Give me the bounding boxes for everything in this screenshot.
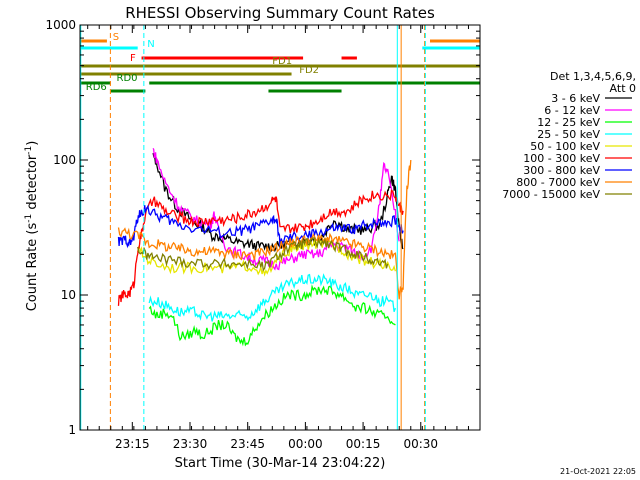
plot-frame — [79, 24, 481, 431]
x-tick-label: 00:00 — [288, 437, 323, 451]
legend-label: 100 - 300 keV — [523, 152, 600, 165]
chart-title: RHESSI Observing Summary Count Rates — [125, 4, 435, 22]
y-tick-label: 10 — [61, 288, 76, 302]
y-tick-label: 100 — [53, 153, 76, 167]
y-axis-label: Count Rate (s-1 detector-1) — [24, 141, 40, 312]
status-label-rd6: RD6 — [86, 82, 107, 93]
footer-timestamp: 21-Oct-2021 22:05 — [560, 467, 636, 476]
series-line-8 — [137, 237, 389, 272]
legend-label: 300 - 800 keV — [523, 164, 600, 177]
legend-label: 800 - 7000 keV — [516, 176, 600, 189]
series-line-2 — [148, 284, 396, 347]
status-label-f: F — [130, 53, 136, 64]
status-label-s: S — [113, 32, 119, 43]
legend-label: 12 - 25 keV — [537, 116, 600, 129]
x-axis-label: Start Time (30-Mar-14 23:04:22) — [175, 456, 386, 471]
series-line-5 — [117, 189, 404, 306]
x-tick-label: 23:15 — [115, 437, 150, 451]
legend-label: 3 - 6 keV — [551, 92, 600, 105]
series-line-7 — [117, 159, 412, 300]
status-label-fd2: FD2 — [299, 65, 319, 76]
status-label-rd0: RD0 — [117, 73, 138, 84]
y-tick-label: 1000 — [45, 18, 76, 32]
x-tick-label: 23:30 — [173, 437, 208, 451]
x-tick-label: 23:45 — [230, 437, 265, 451]
x-tick-label: 00:15 — [346, 437, 381, 451]
legend-label: 25 - 50 keV — [537, 128, 600, 141]
y-tick-label: 1 — [68, 423, 76, 437]
legend-label: 6 - 12 keV — [544, 104, 600, 117]
legend-header: Att 0 — [610, 82, 636, 95]
x-tick-label: 00:30 — [403, 437, 438, 451]
legend-header: Det 1,3,4,5,6,9, — [550, 70, 636, 83]
legend-label: 50 - 100 keV — [530, 140, 600, 153]
status-label-fd1: FD1 — [272, 56, 292, 67]
legend-label: 7000 - 15000 keV — [502, 188, 600, 201]
status-label-n: N — [147, 39, 154, 50]
series-line-3 — [148, 273, 397, 322]
